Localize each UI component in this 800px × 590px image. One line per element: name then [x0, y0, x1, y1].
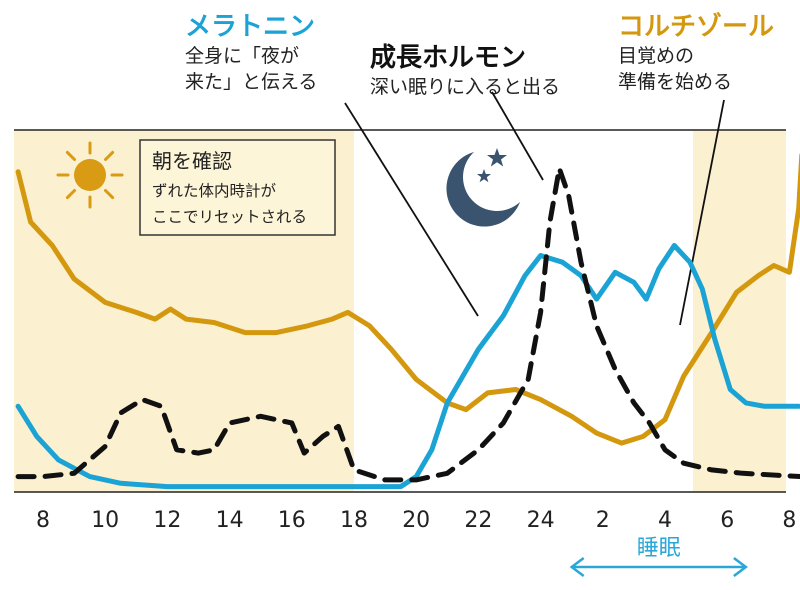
- melatonin-label-line-1: 全身に「夜が: [185, 45, 300, 67]
- series-layer: [15, 153, 800, 490]
- growth-hormone-label-line-1: 深い眠りに入ると出る: [370, 76, 561, 98]
- x-tick-label: 14: [216, 508, 244, 533]
- x-tick-label: 18: [340, 508, 368, 533]
- growth-hormone-label-title: 成長ホルモン: [370, 43, 527, 73]
- series-line-melatonin: [15, 243, 800, 490]
- morning-note-line-2: ここでリセットされる: [152, 208, 307, 226]
- sun-icon: [56, 141, 124, 209]
- x-tick-label: 12: [153, 508, 181, 533]
- melatonin-label: メラトニン 全身に「夜が 来た」と伝える: [185, 6, 317, 95]
- cortisol-label-line-2: 準備を始める: [618, 71, 733, 93]
- cortisol-pointer: [679, 99, 725, 326]
- melatonin-label-title: メラトニン: [185, 12, 316, 42]
- x-tick-label: 20: [402, 508, 430, 533]
- x-tick-label: 22: [464, 508, 492, 533]
- series-line-growth-hormone: [15, 165, 800, 483]
- x-axis-tick-labels: 8 10 12 14 16 18 20 22 24 2 4 6 8: [36, 508, 796, 533]
- x-tick-label: 8: [36, 508, 50, 533]
- cortisol-label-title: コルチゾール: [618, 12, 775, 42]
- sleep-range-arrow: [569, 557, 748, 577]
- x-tick-label: 24: [527, 508, 555, 533]
- melatonin-pointer: [344, 102, 479, 317]
- morning-note-line-1: ずれた体内時計が: [152, 182, 277, 200]
- growth-hormone-label: 成長ホルモン 深い眠りに入ると出る: [370, 37, 560, 100]
- x-tick-label: 6: [720, 508, 734, 533]
- melatonin-label-line-2: 来た」と伝える: [185, 71, 318, 93]
- cortisol-label-line-1: 目覚めの: [618, 45, 695, 67]
- morning-note-title: 朝を確認: [152, 149, 232, 173]
- x-tick-label: 8: [782, 508, 796, 533]
- x-tick-label: 2: [596, 508, 610, 533]
- sleep-label: 睡眠: [637, 536, 681, 561]
- cortisol-label: コルチゾール 目覚めの 準備を始める: [618, 6, 774, 95]
- x-tick-label: 4: [658, 508, 672, 533]
- morning-note: 朝を確認 ずれた体内時計が ここでリセットされる: [139, 139, 336, 236]
- x-tick-label: 10: [91, 508, 119, 533]
- crescent-moon-stars-icon: [446, 148, 520, 227]
- morning-note-box: [139, 139, 336, 236]
- x-tick-label: 16: [278, 508, 306, 533]
- sleep-arrow-head-left: [569, 557, 585, 577]
- growth-hormone-pointer: [491, 91, 544, 181]
- series-line-cortisol: [15, 153, 800, 446]
- sleep-arrow-head-right: [733, 557, 748, 577]
